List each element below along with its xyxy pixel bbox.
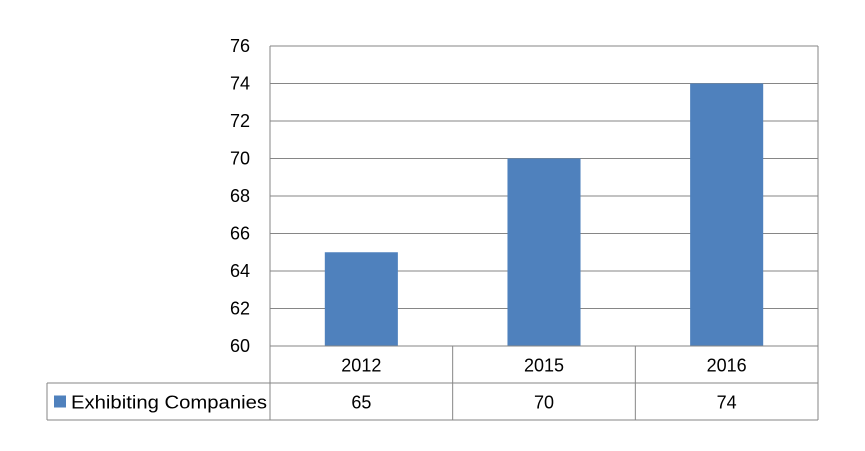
series-label: Exhibiting Companies bbox=[71, 393, 267, 413]
y-tick-label: 72 bbox=[230, 111, 250, 131]
category-label: 2012 bbox=[341, 356, 381, 376]
y-tick-label: 60 bbox=[230, 336, 250, 356]
y-tick-label: 66 bbox=[230, 224, 250, 244]
bar-2012 bbox=[324, 252, 398, 346]
data-table: 2012 2015 2016 Exhibiting Companies 65 70 74 bbox=[46, 345, 818, 421]
data-label: 65 bbox=[351, 393, 371, 413]
bar-2016 bbox=[690, 83, 764, 346]
legend-key bbox=[54, 395, 66, 408]
y-tick-label: 74 bbox=[230, 74, 250, 94]
y-axis-ticks: 60 62 64 66 68 70 72 74 76 bbox=[230, 36, 250, 356]
bar-2015 bbox=[507, 158, 581, 346]
category-label: 2015 bbox=[524, 356, 564, 376]
y-tick-label: 70 bbox=[230, 149, 250, 169]
data-label: 70 bbox=[534, 393, 554, 413]
bars bbox=[324, 83, 764, 346]
y-tick-label: 68 bbox=[230, 186, 250, 206]
data-label: 74 bbox=[717, 393, 737, 413]
category-label: 2016 bbox=[707, 356, 747, 376]
y-tick-label: 62 bbox=[230, 299, 250, 319]
y-tick-label: 76 bbox=[230, 36, 250, 56]
y-tick-label: 64 bbox=[230, 261, 250, 281]
